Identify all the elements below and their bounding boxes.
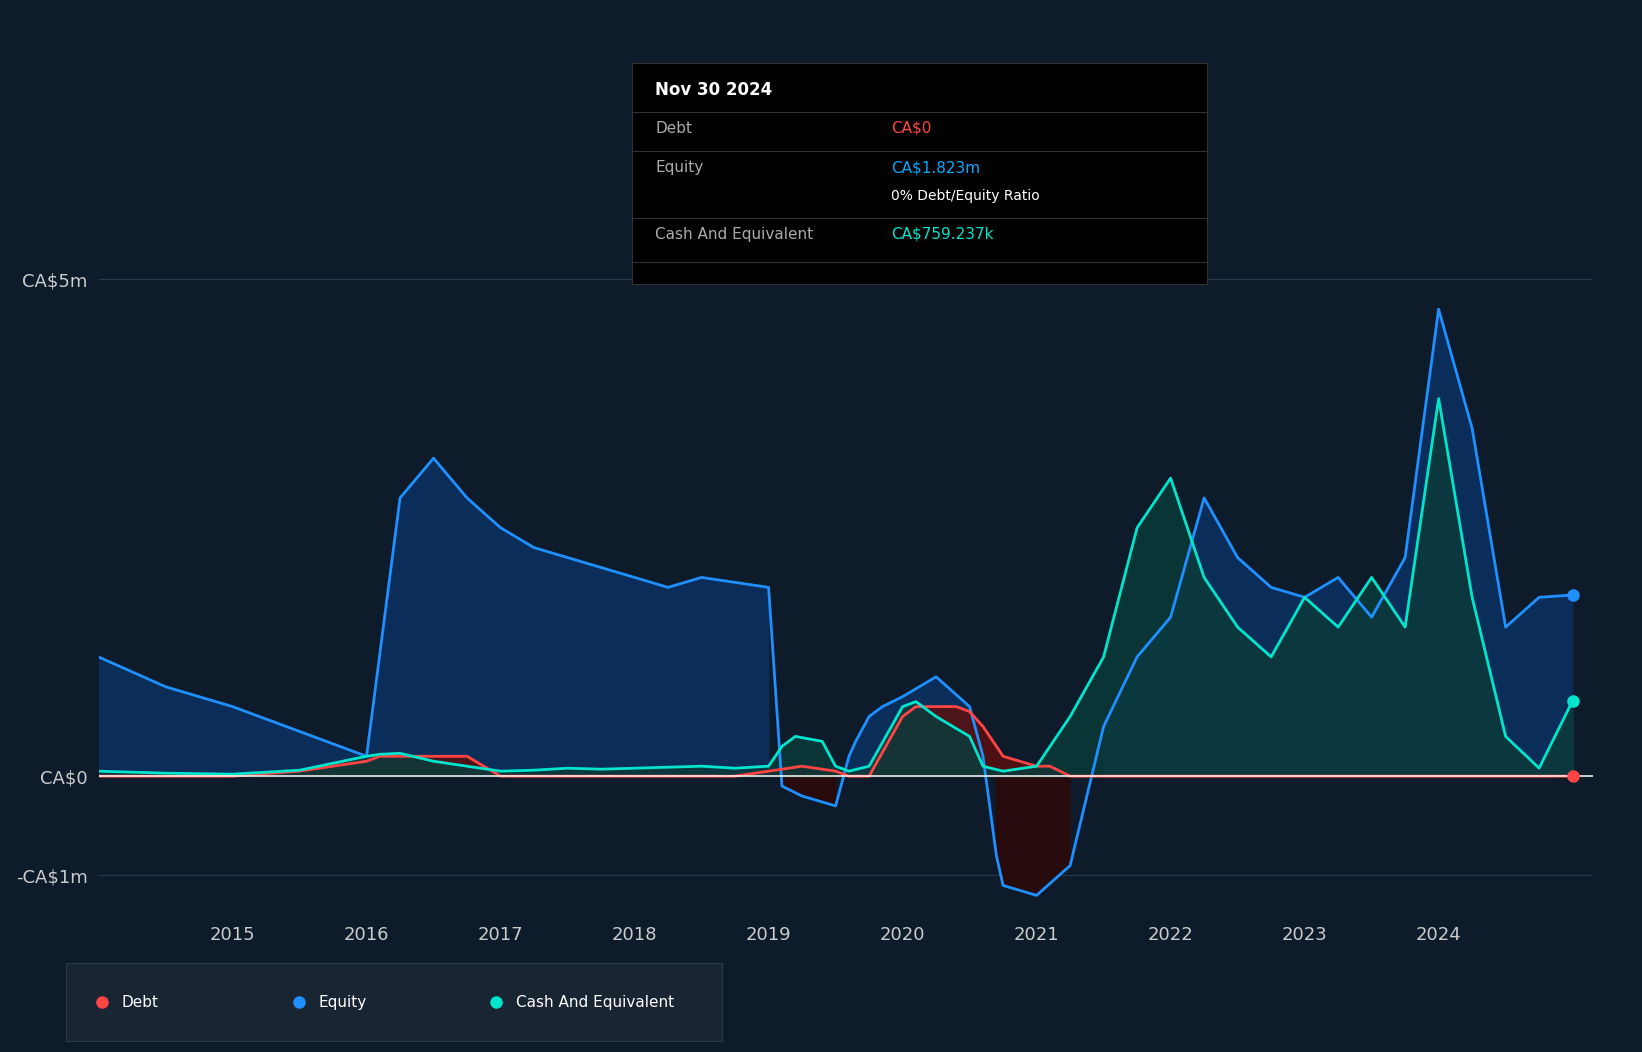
Text: CA$1.823m: CA$1.823m (890, 160, 980, 176)
Text: CA$0: CA$0 (890, 121, 931, 136)
Text: Cash And Equivalent: Cash And Equivalent (655, 226, 813, 242)
Text: 0% Debt/Equity Ratio: 0% Debt/Equity Ratio (890, 189, 1039, 203)
Text: Cash And Equivalent: Cash And Equivalent (516, 994, 673, 1010)
Text: Equity: Equity (319, 994, 366, 1010)
Text: Equity: Equity (655, 160, 703, 176)
Text: Debt: Debt (122, 994, 159, 1010)
Text: Nov 30 2024: Nov 30 2024 (655, 81, 772, 99)
Text: Debt: Debt (655, 121, 693, 136)
Text: CA$759.237k: CA$759.237k (890, 226, 993, 242)
